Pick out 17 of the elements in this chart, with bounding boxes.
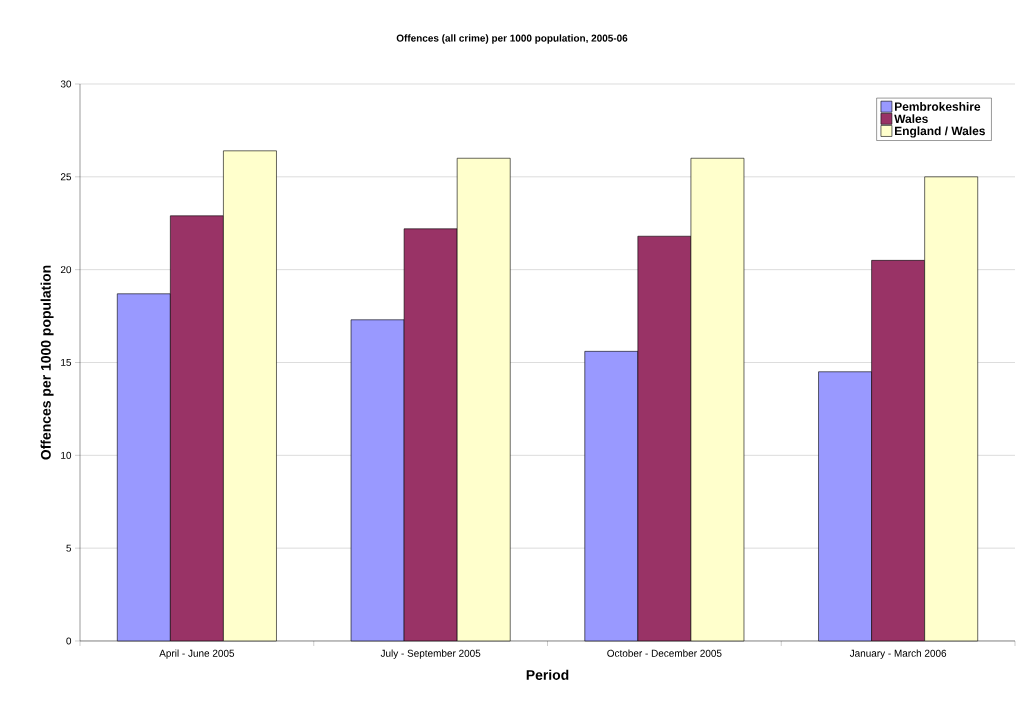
y-tick-label: 0 bbox=[66, 637, 72, 645]
x-tick-label: July - September 2005 bbox=[380, 649, 481, 659]
y-tick-label: 20 bbox=[60, 266, 72, 274]
x-axis-title: Period bbox=[526, 669, 569, 680]
y-tick-label: 30 bbox=[60, 80, 72, 88]
y-tick-label: 25 bbox=[60, 173, 72, 181]
y-axis-title: Offences per 1000 population bbox=[40, 265, 54, 460]
x-tick-label: April - June 2005 bbox=[159, 649, 235, 659]
legend-label: Pembrokeshire bbox=[895, 102, 981, 111]
legend-label: England / Wales bbox=[895, 126, 985, 138]
x-tick-label: January - March 2006 bbox=[849, 649, 947, 659]
legend-label: Wales bbox=[894, 114, 928, 124]
chart-title: Offences (all crime) per 1000 population, 2005-06 bbox=[396, 34, 628, 44]
x-tick-label: October - December 2005 bbox=[607, 649, 722, 657]
y-tick-label: 15 bbox=[61, 359, 72, 366]
y-tick-label: 10 bbox=[61, 451, 72, 459]
y-tick-label: 5 bbox=[66, 544, 72, 552]
